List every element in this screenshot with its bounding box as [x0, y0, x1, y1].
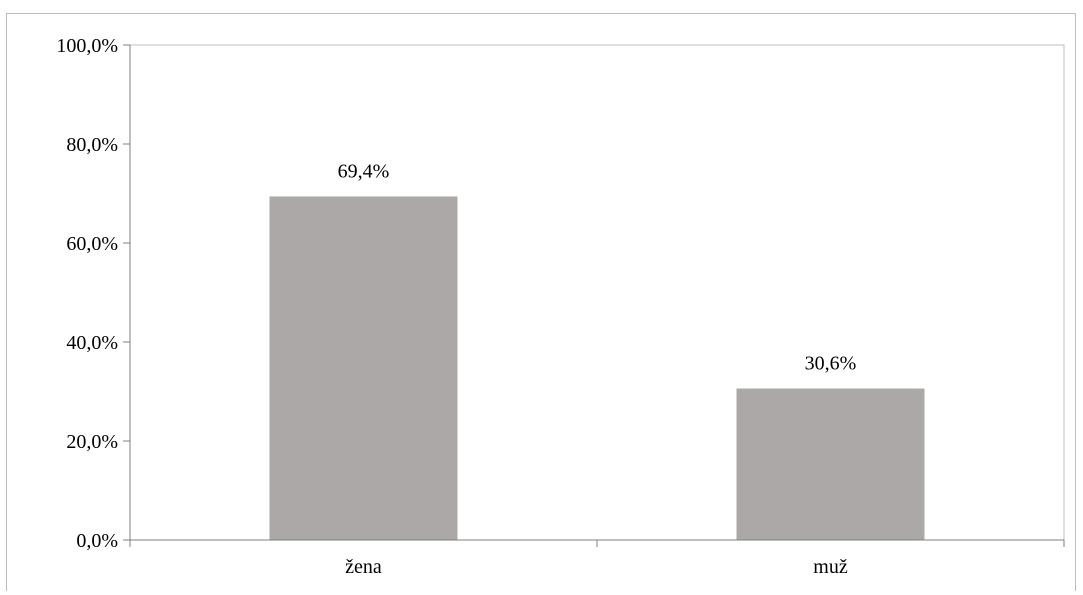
- y-tick-label: 60,0%: [66, 233, 118, 255]
- data-label: 69,4%: [338, 160, 390, 182]
- x-tick-label: muž: [813, 556, 848, 578]
- y-tick-label: 0,0%: [76, 530, 118, 552]
- chart-frame: [6, 13, 1076, 591]
- bar: [736, 388, 925, 540]
- bar: [269, 196, 458, 540]
- data-label: 30,6%: [805, 353, 857, 375]
- x-tick-label: žena: [345, 556, 382, 578]
- y-tick-label: 40,0%: [66, 332, 118, 354]
- y-tick-label: 80,0%: [66, 134, 118, 156]
- y-tick-label: 100,0%: [56, 35, 118, 57]
- y-tick-label: 20,0%: [66, 431, 118, 453]
